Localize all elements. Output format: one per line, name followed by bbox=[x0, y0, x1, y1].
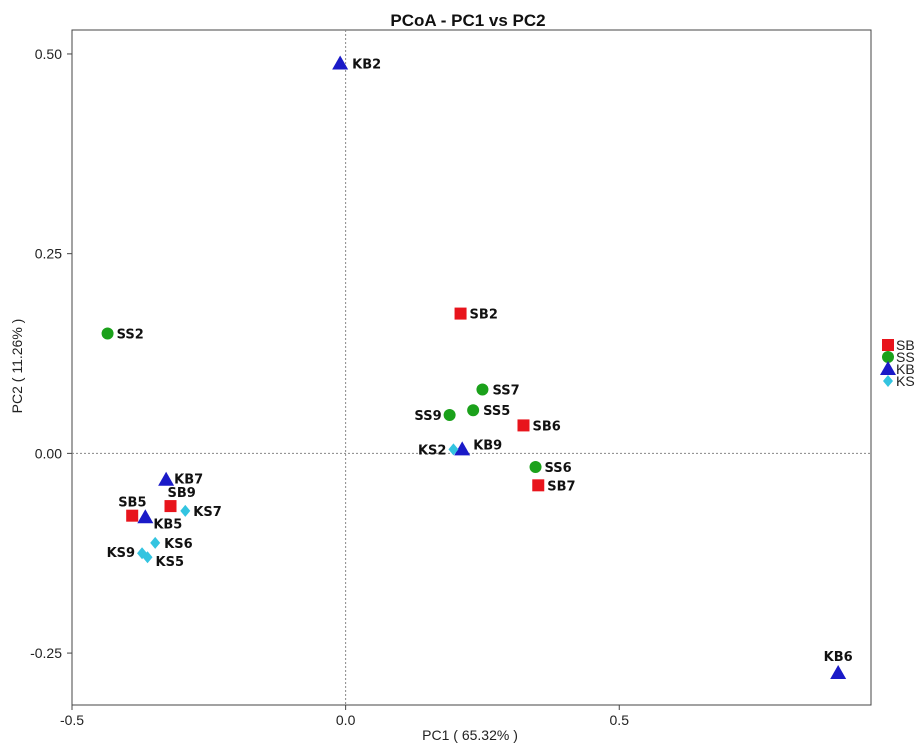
legend-label-ss: SS bbox=[896, 349, 915, 365]
x-tick-label: 0.5 bbox=[610, 712, 630, 728]
x-tick-label: 0.0 bbox=[336, 712, 356, 728]
point-label-kb6: KB6 bbox=[824, 650, 853, 665]
legend-marker-ss bbox=[882, 351, 894, 363]
point-kb5 bbox=[137, 509, 154, 524]
point-ss2 bbox=[101, 327, 114, 340]
legend-label-kb: KB bbox=[896, 361, 915, 377]
chart-title: PCoA - PC1 vs PC2 bbox=[390, 11, 545, 30]
y-axis-title: PC2 ( 11.26% ) bbox=[9, 319, 25, 414]
point-ss7 bbox=[476, 383, 489, 396]
legend-marker-kb bbox=[880, 361, 896, 375]
plot-frame bbox=[71, 29, 872, 706]
reference-lines bbox=[72, 30, 871, 705]
point-label-sb6: SB6 bbox=[532, 419, 560, 434]
point-sb6 bbox=[517, 419, 530, 432]
point-label-kb7: KB7 bbox=[174, 473, 203, 488]
point-label-sb5: SB5 bbox=[118, 496, 146, 511]
y-tick-label: 0.00 bbox=[35, 445, 62, 461]
point-label-ks2: KS2 bbox=[418, 443, 446, 458]
legend-marker-ks bbox=[883, 375, 893, 387]
point-ks7 bbox=[180, 504, 191, 517]
point-ks6 bbox=[150, 536, 161, 549]
point-ks2 bbox=[448, 443, 459, 456]
point-label-sb7: SB7 bbox=[547, 479, 575, 494]
point-label-ss5: SS5 bbox=[483, 404, 510, 419]
y-tick-label: -0.25 bbox=[30, 645, 62, 661]
point-label-ks9: KS9 bbox=[107, 546, 135, 561]
x-axis: -0.5 0.0 0.5 bbox=[60, 705, 629, 728]
point-label-kb2: KB2 bbox=[352, 58, 381, 73]
point-sb5 bbox=[126, 509, 139, 522]
point-labels: SB2 SB6 SB7 SB5 SB9 SS2 SS7 SS5 SS9 SS6 KB2 KB9 KB7 K… bbox=[107, 58, 853, 665]
point-label-ss7: SS7 bbox=[492, 383, 519, 398]
point-label-ss2: SS2 bbox=[117, 328, 144, 343]
point-sb9 bbox=[164, 500, 177, 513]
y-axis: 0.50 0.25 0.00 -0.25 bbox=[30, 46, 72, 661]
point-kb2 bbox=[332, 55, 349, 70]
point-ss6 bbox=[529, 460, 542, 473]
point-sb2 bbox=[454, 307, 467, 320]
point-label-ks5: KS5 bbox=[156, 555, 184, 570]
y-tick-label: 0.50 bbox=[35, 46, 62, 62]
data-points bbox=[101, 55, 847, 680]
y-tick-label: 0.25 bbox=[35, 246, 62, 262]
point-label-kb5: KB5 bbox=[153, 517, 182, 532]
x-tick-label: -0.5 bbox=[60, 712, 84, 728]
point-kb6 bbox=[830, 665, 847, 680]
point-sb7 bbox=[532, 479, 545, 492]
point-label-ss9: SS9 bbox=[414, 409, 441, 424]
point-label-sb9: SB9 bbox=[168, 486, 196, 501]
point-ss9 bbox=[443, 409, 456, 422]
legend-label-ks: KS bbox=[896, 373, 915, 389]
point-label-ks7: KS7 bbox=[193, 505, 221, 520]
point-label-ss6: SS6 bbox=[545, 461, 572, 476]
point-kb7 bbox=[158, 471, 175, 486]
point-label-kb9: KB9 bbox=[473, 438, 502, 453]
point-kb9 bbox=[454, 441, 471, 456]
point-ss5 bbox=[467, 404, 480, 417]
point-ks5 bbox=[142, 551, 153, 564]
point-label-ks6: KS6 bbox=[164, 537, 192, 552]
x-axis-title: PC1 ( 65.32% ) bbox=[422, 727, 518, 743]
point-label-sb2: SB2 bbox=[470, 308, 498, 323]
legend-marker-sb bbox=[882, 339, 894, 351]
legend-label-sb: SB bbox=[896, 337, 915, 353]
